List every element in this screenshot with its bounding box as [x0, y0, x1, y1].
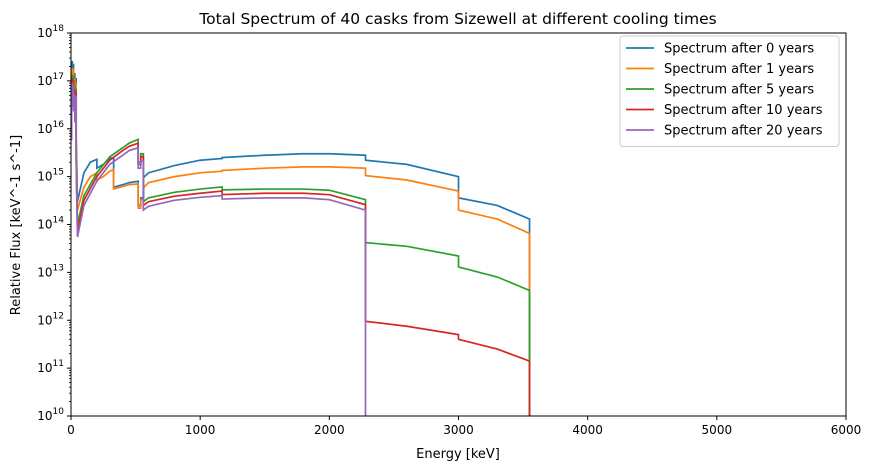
y-tick-label: 1012	[37, 311, 64, 327]
y-tick-label: 1010	[37, 407, 64, 423]
series-line-1	[71, 67, 531, 416]
x-axis-label: Energy [keV]	[416, 447, 500, 462]
y-tick-label: 1016	[37, 120, 64, 136]
legend: Spectrum after 0 years Spectrum after 1 y…	[619, 35, 840, 147]
x-tick-label: 5000	[702, 423, 733, 437]
x-tick-label: 2000	[314, 423, 345, 437]
y-axis-label: Relative Flux [keV^-1 s^-1]	[9, 135, 24, 315]
y-axis: 1010 1011 1012 1013 1014 1015 1016 1017 1018	[37, 24, 71, 423]
series-line-0	[71, 60, 531, 416]
chart-title: Total Spectrum of 40 casks from Sizewell…	[198, 10, 716, 28]
series-line-4	[71, 82, 367, 416]
y-tick-label: 1015	[37, 168, 64, 184]
x-tick-label: 1000	[185, 423, 216, 437]
legend-box	[619, 35, 840, 147]
x-axis: 0 1000 2000 3000 4000 5000 6000	[67, 416, 861, 437]
legend-label: Spectrum after 10 years	[664, 103, 823, 118]
legend-label: Spectrum after 1 years	[664, 62, 814, 77]
series-line-2	[71, 74, 531, 416]
y-tick-label: 1018	[37, 24, 64, 40]
y-tick-label: 1014	[37, 216, 64, 232]
x-tick-label: 0	[67, 423, 75, 437]
legend-label: Spectrum after 20 years	[664, 124, 823, 139]
x-tick-label: 4000	[572, 423, 603, 437]
x-tick-label: 3000	[443, 423, 474, 437]
y-tick-label: 1011	[37, 359, 64, 375]
legend-label: Spectrum after 0 years	[664, 42, 814, 57]
x-tick-label: 6000	[831, 423, 862, 437]
series-layer	[71, 60, 531, 416]
series-line-3	[71, 78, 531, 416]
y-tick-label: 1013	[37, 263, 64, 279]
legend-label: Spectrum after 5 years	[664, 83, 814, 98]
y-tick-label: 1017	[37, 72, 64, 88]
